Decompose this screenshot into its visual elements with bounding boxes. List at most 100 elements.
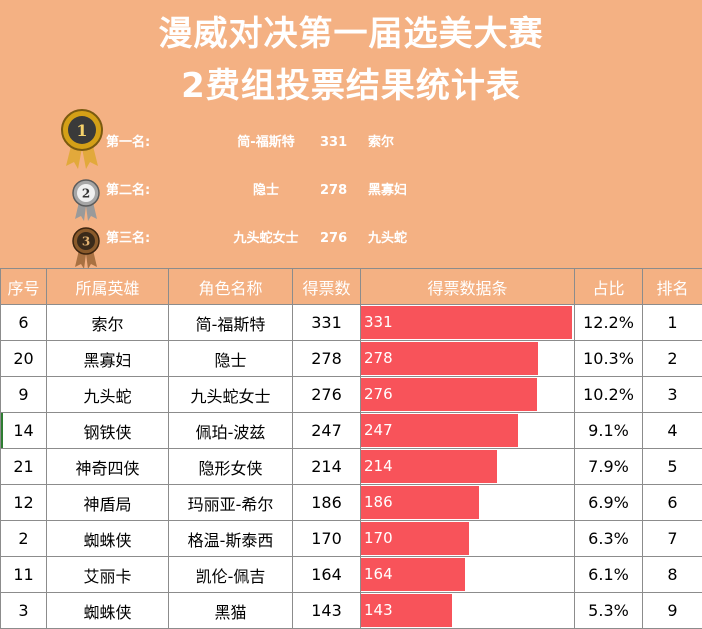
id-cell[interactable]: 2 — [1, 521, 47, 557]
medal-number: 2 — [82, 187, 90, 201]
page-title: 漫威对决第一届选美大赛 — [0, 6, 702, 55]
vote-bar: 164 — [361, 558, 465, 591]
podium-votes: 331 — [320, 131, 347, 155]
pct-cell[interactable]: 6.1% — [575, 557, 643, 593]
rank-cell[interactable]: 7 — [643, 521, 702, 557]
pct-cell[interactable]: 10.2% — [575, 377, 643, 413]
role-cell[interactable]: 佩珀-波兹 — [169, 413, 293, 449]
rank-cell[interactable]: 9 — [643, 593, 702, 629]
votes-cell[interactable]: 247 — [293, 413, 361, 449]
pct-cell[interactable]: 6.3% — [575, 521, 643, 557]
data-bar-cell[interactable]: 331 — [361, 305, 575, 341]
hero-cell[interactable]: 九头蛇 — [47, 377, 169, 413]
rank-cell[interactable]: 3 — [643, 377, 702, 413]
id-cell[interactable]: 11 — [1, 557, 47, 593]
role-cell[interactable]: 凯伦-佩吉 — [169, 557, 293, 593]
votes-cell[interactable]: 278 — [293, 341, 361, 377]
podium-place: 第一名: — [106, 131, 150, 155]
data-bar-cell[interactable]: 278 — [361, 341, 575, 377]
id-cell[interactable]: 20 — [1, 341, 47, 377]
table-header-row: 序号 所属英雄 角色名称 得票数 得票数据条 占比 排名 — [1, 269, 702, 305]
pct-cell[interactable]: 10.3% — [575, 341, 643, 377]
id-cell[interactable]: 14 — [1, 413, 47, 449]
votes-cell[interactable]: 164 — [293, 557, 361, 593]
rank-cell[interactable]: 5 — [643, 449, 702, 485]
data-bar-cell[interactable]: 247 — [361, 413, 575, 449]
medal-number: 3 — [82, 235, 90, 249]
table-row: 11 艾丽卡 凯伦-佩吉 164 164 6.1% 8 — [1, 557, 702, 593]
role-cell[interactable]: 隐形女侠 — [169, 449, 293, 485]
podium-votes: 278 — [320, 179, 347, 203]
votes-cell[interactable]: 143 — [293, 593, 361, 629]
table-row: 6 索尔 简-福斯特 331 331 12.2% 1 — [1, 305, 702, 341]
podium-place: 第三名: — [106, 227, 150, 251]
hero-cell[interactable]: 蜘蛛侠 — [47, 521, 169, 557]
hero-cell[interactable]: 钢铁侠 — [47, 413, 169, 449]
vote-bar: 276 — [361, 378, 537, 411]
hero-cell[interactable]: 艾丽卡 — [47, 557, 169, 593]
role-cell[interactable]: 隐士 — [169, 341, 293, 377]
title-banner: 漫威对决第一届选美大赛 2费组投票结果统计表 1 2 3 第一名: 简-福斯特 … — [0, 0, 702, 268]
id-cell[interactable]: 6 — [1, 305, 47, 341]
pct-cell[interactable]: 6.9% — [575, 485, 643, 521]
hero-cell[interactable]: 索尔 — [47, 305, 169, 341]
pct-cell[interactable]: 5.3% — [575, 593, 643, 629]
votes-cell[interactable]: 170 — [293, 521, 361, 557]
podium-hero: 索尔 — [368, 131, 394, 155]
vote-bar: 247 — [361, 414, 518, 447]
role-cell[interactable]: 黑猫 — [169, 593, 293, 629]
podium-first: 第一名: 简-福斯特 331 索尔 — [106, 131, 436, 155]
pct-cell[interactable]: 12.2% — [575, 305, 643, 341]
vote-bar: 331 — [361, 306, 572, 339]
header-cell[interactable]: 占比 — [575, 269, 643, 305]
podium-name: 隐士 — [201, 179, 331, 203]
pct-cell[interactable]: 9.1% — [575, 413, 643, 449]
data-bar-cell[interactable]: 214 — [361, 449, 575, 485]
id-cell[interactable]: 21 — [1, 449, 47, 485]
results-table: 序号 所属英雄 角色名称 得票数 得票数据条 占比 排名 6 索尔 简-福斯特 … — [0, 268, 702, 629]
data-bar-cell[interactable]: 164 — [361, 557, 575, 593]
podium-third: 第三名: 九头蛇女士 276 九头蛇 — [106, 227, 436, 251]
silver-medal-icon: 2 — [70, 178, 102, 222]
role-cell[interactable]: 玛丽亚-希尔 — [169, 485, 293, 521]
vote-bar: 214 — [361, 450, 497, 483]
header-cell[interactable]: 角色名称 — [169, 269, 293, 305]
role-cell[interactable]: 格温-斯泰西 — [169, 521, 293, 557]
podium-name: 简-福斯特 — [201, 131, 331, 155]
data-bar-cell[interactable]: 143 — [361, 593, 575, 629]
rank-cell[interactable]: 2 — [643, 341, 702, 377]
pct-cell[interactable]: 7.9% — [575, 449, 643, 485]
data-bar-cell[interactable]: 276 — [361, 377, 575, 413]
podium-votes: 276 — [320, 227, 347, 251]
rank-cell[interactable]: 4 — [643, 413, 702, 449]
header-cell[interactable]: 序号 — [1, 269, 47, 305]
votes-cell[interactable]: 331 — [293, 305, 361, 341]
id-cell[interactable]: 9 — [1, 377, 47, 413]
header-cell[interactable]: 得票数据条 — [361, 269, 575, 305]
bronze-medal-icon: 3 — [70, 226, 102, 270]
rank-cell[interactable]: 1 — [643, 305, 702, 341]
hero-cell[interactable]: 神奇四侠 — [47, 449, 169, 485]
header-cell[interactable]: 得票数 — [293, 269, 361, 305]
hero-cell[interactable]: 黑寡妇 — [47, 341, 169, 377]
data-bar-cell[interactable]: 170 — [361, 521, 575, 557]
podium-second: 第二名: 隐士 278 黑寡妇 — [106, 179, 436, 203]
rank-cell[interactable]: 6 — [643, 485, 702, 521]
hero-cell[interactable]: 蜘蛛侠 — [47, 593, 169, 629]
data-bar-cell[interactable]: 186 — [361, 485, 575, 521]
table-row: 9 九头蛇 九头蛇女士 276 276 10.2% 3 — [1, 377, 702, 413]
header-cell[interactable]: 所属英雄 — [47, 269, 169, 305]
votes-cell[interactable]: 186 — [293, 485, 361, 521]
role-cell[interactable]: 九头蛇女士 — [169, 377, 293, 413]
header-cell[interactable]: 排名 — [643, 269, 702, 305]
table-row: 21 神奇四侠 隐形女侠 214 214 7.9% 5 — [1, 449, 702, 485]
votes-cell[interactable]: 214 — [293, 449, 361, 485]
hero-cell[interactable]: 神盾局 — [47, 485, 169, 521]
id-cell[interactable]: 3 — [1, 593, 47, 629]
votes-cell[interactable]: 276 — [293, 377, 361, 413]
id-cell[interactable]: 12 — [1, 485, 47, 521]
table-row: 12 神盾局 玛丽亚-希尔 186 186 6.9% 6 — [1, 485, 702, 521]
role-cell[interactable]: 简-福斯特 — [169, 305, 293, 341]
rank-cell[interactable]: 8 — [643, 557, 702, 593]
gold-medal-icon: 1 — [60, 108, 104, 170]
